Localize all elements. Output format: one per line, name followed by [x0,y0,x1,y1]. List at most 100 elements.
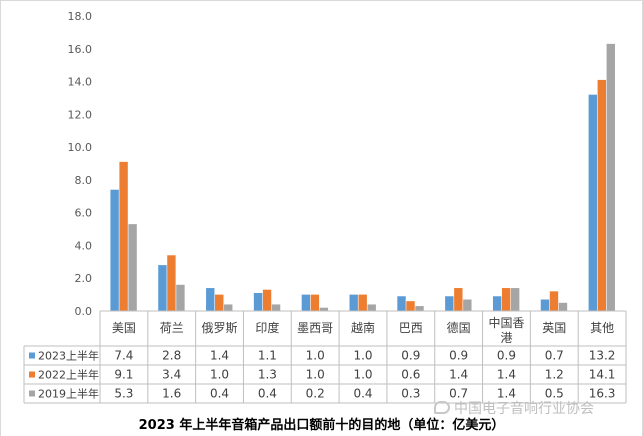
data-label: 1.0 [353,349,372,363]
bar [176,284,185,311]
data-label: 1.0 [210,368,229,382]
bar [167,255,176,311]
bar [206,288,215,311]
bar [492,296,502,311]
data-label: 7.4 [114,349,133,363]
bar [310,294,320,311]
data-label: 3.4 [162,368,181,382]
category-label: 港 [500,331,512,345]
data-label: 0.4 [210,387,229,401]
data-label: 0.6 [401,368,420,382]
y-tick-label: 12.0 [68,108,93,121]
legend-label: 2022上半年 [38,368,99,382]
category-label: 中国香 [488,315,524,330]
bar [463,299,472,311]
data-label: 0.2 [306,387,325,401]
watermark: 中国电子音响行业协会 [434,398,594,418]
data-label: 1.3 [258,368,277,382]
data-label: 1.0 [306,368,325,382]
bar [540,299,550,311]
data-label: 0.4 [353,387,372,401]
y-tick-label: 6.0 [75,207,93,220]
category-label: 美国 [112,321,136,335]
bar [262,289,272,311]
data-label: 0.9 [401,349,420,363]
legend-swatch [29,352,35,359]
data-label: 0.4 [258,387,277,401]
bar [597,79,606,312]
category-label: 印度 [255,320,279,335]
data-label: 2.8 [162,349,181,363]
bar [454,288,463,311]
data-label: 0.5 [545,387,564,401]
chart-title: 2023 年上半年音箱产品出口额前十的目的地（单位：亿美元） [138,418,505,433]
data-label: 1.0 [306,349,325,363]
bar [301,294,311,311]
bar [397,296,406,311]
data-label: 1.4 [497,387,516,401]
data-label: 1.1 [258,349,277,363]
data-label: 1.4 [449,368,468,382]
category-label: 墨西哥 [297,321,333,335]
category-label: 英国 [542,321,566,335]
y-tick-label: 10.0 [68,141,93,154]
data-label: 1.6 [162,387,181,401]
data-label: 1.4 [210,349,229,363]
legend-swatch [29,390,35,397]
category-label: 巴西 [399,321,423,335]
bar [415,306,424,311]
data-label: 0.7 [545,349,564,363]
data-label: 1.2 [545,368,564,382]
y-tick-label: 18.0 [68,10,93,23]
y-tick-label: 16.0 [68,43,93,56]
y-tick-label: 4.0 [75,239,93,252]
data-label: 5.3 [114,387,133,401]
bar [549,291,559,311]
data-label: 13.2 [589,349,616,363]
bar [319,307,329,311]
data-label: 0.3 [401,387,420,401]
bar [271,304,281,311]
bar [128,224,137,311]
bar [119,161,128,311]
data-label: 0.9 [449,349,468,363]
bars [110,43,615,312]
data-label: 9.1 [114,368,133,382]
category-label: 俄罗斯 [202,321,238,335]
chat-bubble-icon [434,401,450,414]
data-label: 1.0 [353,368,372,382]
watermark-text: 中国电子音响行业协会 [454,401,594,417]
y-tick-label: 0.0 [75,305,93,318]
y-axis: 0.0 2.0 4.0 6.0 8.0 10.0 12.0 14.0 16.0 18.0 [68,10,93,318]
bar [445,296,454,311]
bar [588,94,597,312]
bar [406,301,415,311]
data-label: 0.9 [497,349,516,363]
bar [215,294,224,311]
legend-label: 2023上半年 [38,349,99,363]
y-tick-label: 8.0 [75,174,93,187]
bar [224,304,233,311]
bar [367,304,376,311]
bar [349,294,358,311]
y-tick-label: 2.0 [75,272,93,285]
data-label: 0.7 [449,387,468,401]
bar [358,294,367,311]
y-tick-label: 14.0 [68,76,93,89]
bar [606,43,615,311]
data-label: 14.1 [589,368,616,382]
legend-swatch [29,371,35,378]
category-label: 德国 [447,320,471,335]
bar [558,302,568,311]
category-label: 荷兰 [160,321,184,335]
bar [501,288,511,311]
bar [110,189,119,311]
bar [253,292,263,311]
bar [158,265,167,311]
legend-label: 2019上半年 [38,387,99,401]
data-label: 1.4 [497,368,516,382]
category-label: 其他 [590,321,614,335]
category-label: 越南 [351,320,375,335]
